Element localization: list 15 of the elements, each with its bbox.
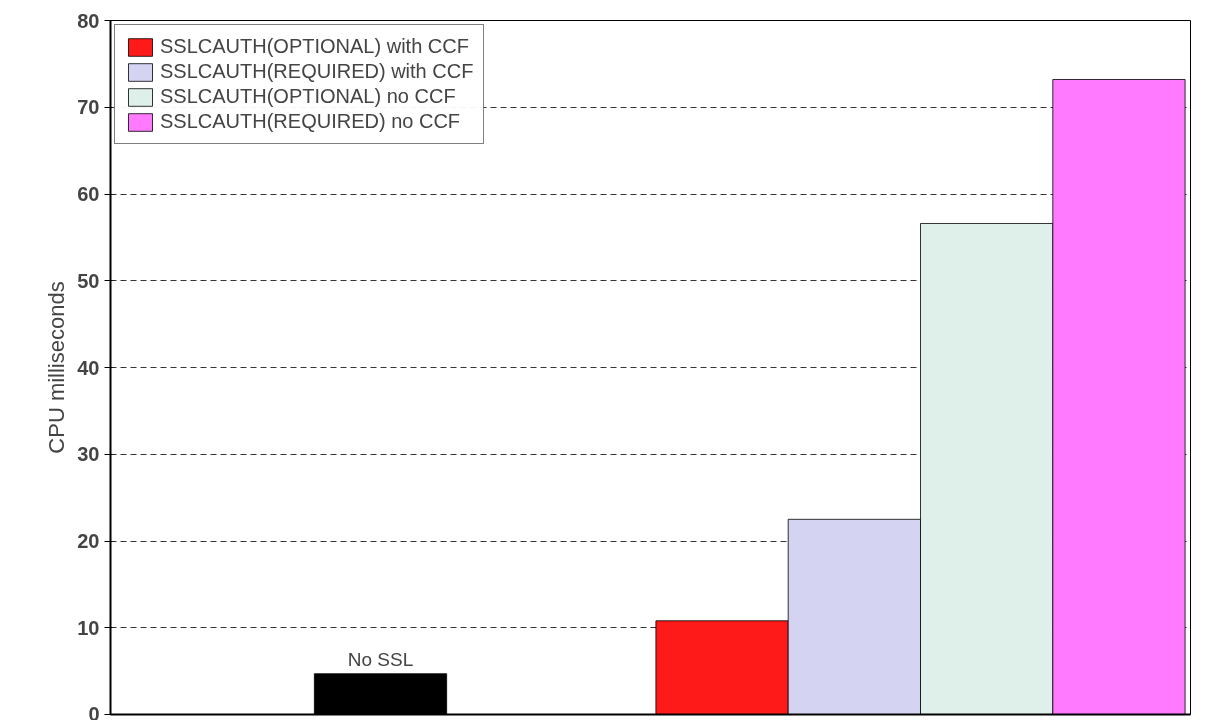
- legend-label: SSLCAUTH(REQUIRED) no CCF: [160, 110, 461, 133]
- y-tick-label: 0: [88, 702, 100, 725]
- y-tick-label: 10: [77, 616, 100, 639]
- y-tick-label: 50: [77, 269, 100, 292]
- legend-label: SSLCAUTH(OPTIONAL) no CCF: [160, 85, 456, 108]
- y-tick-label: 30: [77, 443, 100, 466]
- y-tick-label: 40: [77, 356, 100, 379]
- y-tick-label: 60: [77, 183, 100, 205]
- series-label: No SSL: [347, 648, 414, 670]
- legend-label: SSLCAUTH(OPTIONAL) with CCF: [160, 35, 469, 58]
- y-tick-label: 70: [77, 96, 100, 119]
- y-tick-label: 20: [77, 530, 100, 552]
- legend-label: SSLCAUTH(REQUIRED) with CCF: [160, 60, 474, 83]
- y-tick-label: 80: [77, 9, 100, 32]
- y-axis-title: CPU milliseconds: [44, 281, 70, 454]
